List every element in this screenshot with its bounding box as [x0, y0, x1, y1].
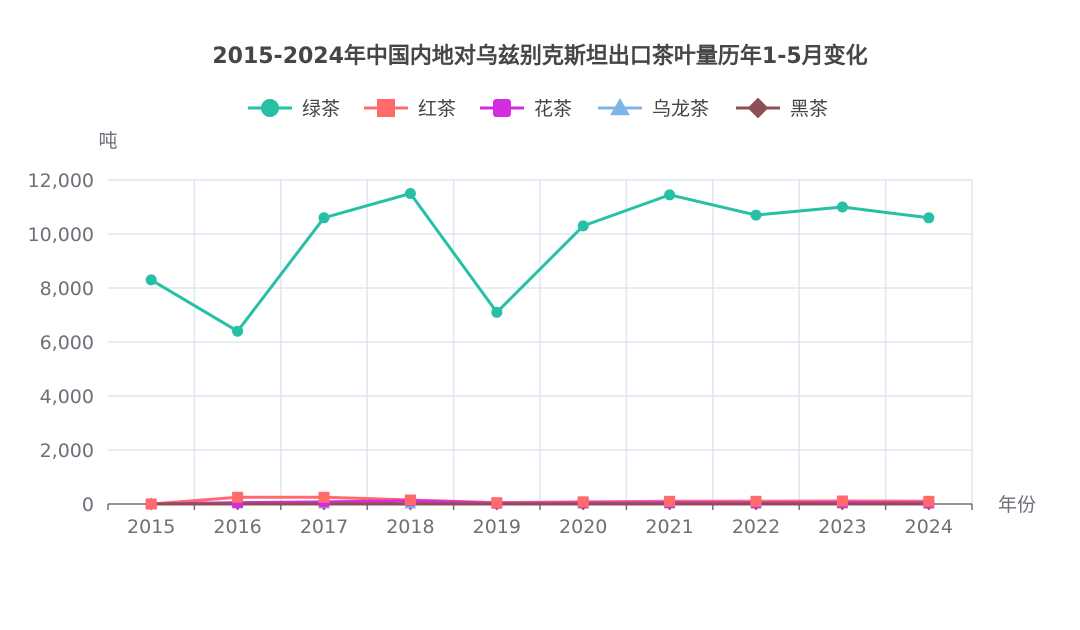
data-point: [404, 188, 416, 199]
axes: 2015 2016 2017 2018 2019 2020 2021 2022 2023 2024…: [28, 170, 973, 538]
legend-marker-icon: [261, 99, 279, 117]
legend: 绿茶 红茶 花茶 乌龙茶 黑茶: [248, 97, 828, 120]
x-axis-label: 年份: [998, 494, 1036, 516]
legend-marker-icon: [493, 99, 511, 117]
x-tick-label: 2019: [473, 516, 521, 538]
legend-label: 花茶: [534, 98, 572, 120]
y-tick-label: 2,000: [40, 440, 94, 462]
data-point: [491, 497, 503, 509]
data-point: [145, 274, 157, 286]
data-point: [836, 495, 848, 507]
series-line: [150, 192, 929, 333]
y-axis-label: 吨: [98, 130, 117, 152]
data-point: [232, 491, 244, 503]
data-point: [664, 189, 676, 201]
x-tick-label: 2021: [645, 516, 693, 538]
y-tick-label: 10,000: [28, 224, 94, 246]
data-point: [404, 494, 416, 506]
legend-label: 乌龙茶: [652, 98, 709, 120]
data-point: [923, 495, 935, 507]
data-point: [577, 496, 589, 508]
data-point: [836, 201, 848, 213]
x-tick-label: 2020: [559, 516, 607, 538]
data-point: [318, 212, 330, 224]
legend-label: 绿茶: [302, 98, 340, 120]
x-tick-label: 2023: [818, 516, 866, 538]
x-tick-label: 2018: [386, 516, 434, 538]
x-tick-label: 2016: [213, 516, 261, 538]
data-point: [923, 212, 935, 224]
x-tick-label: 2017: [300, 516, 348, 538]
data-point: [664, 495, 676, 507]
legend-marker-icon: [610, 98, 630, 116]
y-tick-label: 6,000: [40, 332, 94, 354]
legend-label: 黑茶: [790, 98, 828, 120]
data-point: [318, 491, 330, 503]
data-point: [750, 495, 762, 507]
chart-title: 2015-2024年中国内地对乌兹别克斯坦出口茶叶量历年1-5月变化: [212, 43, 867, 69]
y-tick-label: 4,000: [40, 386, 94, 408]
data-point: [232, 325, 244, 337]
legend-marker-icon: [377, 99, 395, 117]
series-points: [144, 188, 936, 511]
data-point: [750, 209, 762, 221]
data-point: [145, 498, 157, 510]
x-tick-label: 2024: [905, 516, 953, 538]
legend-label: 红茶: [418, 98, 456, 120]
y-tick-label: 0: [82, 494, 94, 516]
legend-marker-icon: [747, 97, 769, 119]
y-tick-label: 8,000: [40, 278, 94, 300]
x-tick-label: 2022: [732, 516, 780, 538]
x-tick-label: 2015: [127, 516, 175, 538]
data-point: [577, 220, 589, 232]
gridlines: [108, 179, 973, 504]
series-lines: [150, 192, 929, 506]
y-tick-label: 12,000: [28, 170, 94, 192]
data-point: [491, 306, 503, 318]
